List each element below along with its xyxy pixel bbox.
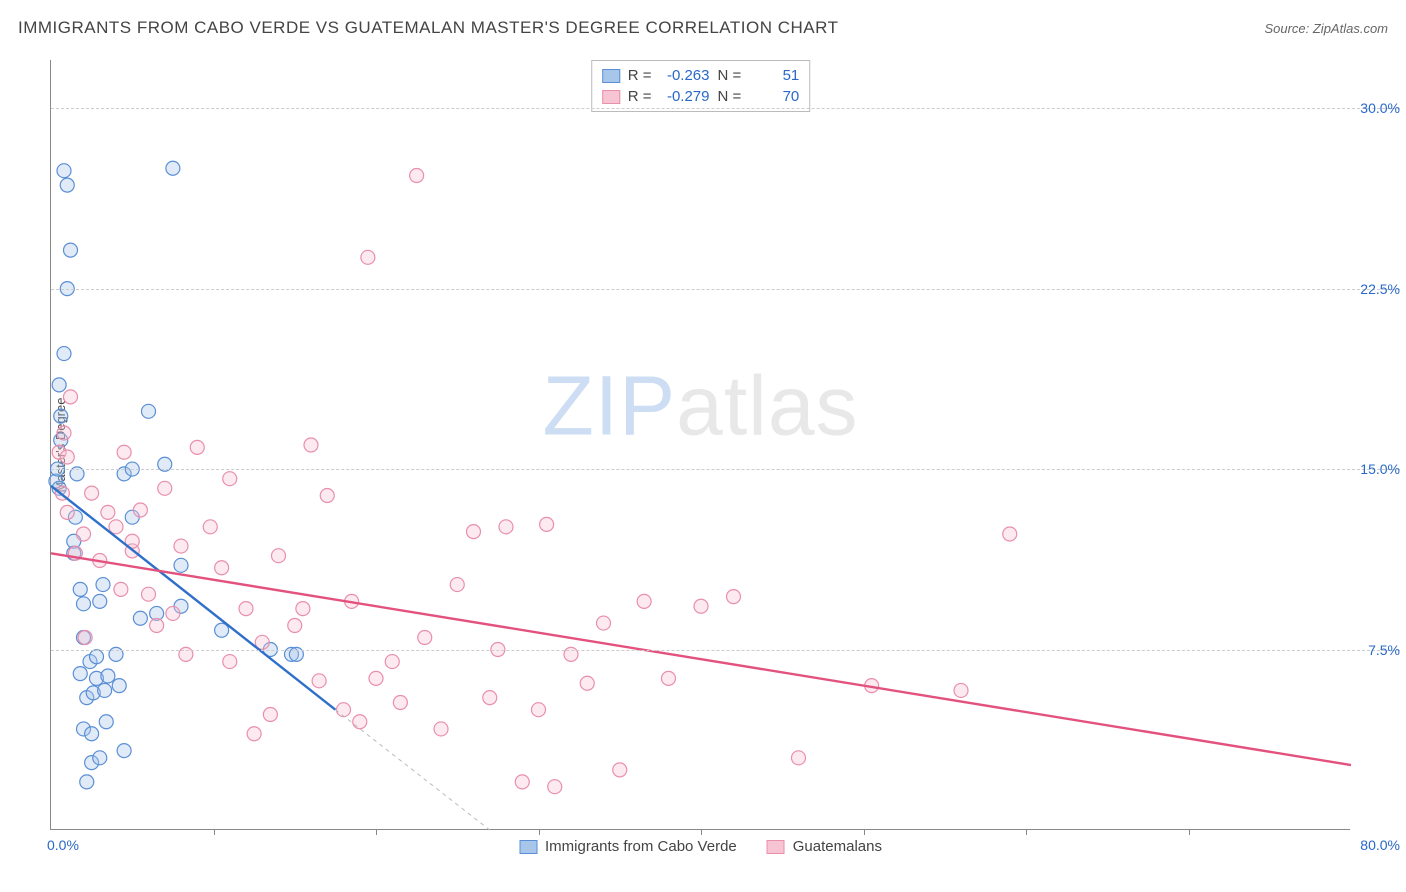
ytick-label: 15.0% (1352, 461, 1400, 477)
xtick (1026, 829, 1027, 835)
legend-label-1: Guatemalans (793, 838, 882, 855)
legend-swatch-1 (767, 840, 785, 854)
ytick-label: 7.5% (1352, 642, 1400, 658)
stats-R-0: -0.263 (660, 67, 710, 84)
stats-swatch-0 (602, 69, 620, 83)
stats-N-0: 51 (749, 67, 799, 84)
xtick (701, 829, 702, 835)
chart-header: IMMIGRANTS FROM CABO VERDE VS GUATEMALAN… (18, 18, 1388, 38)
stats-N-1: 70 (749, 88, 799, 105)
x-axis-min-label: 0.0% (47, 837, 79, 853)
legend-swatch-0 (519, 840, 537, 854)
legend-item-0: Immigrants from Cabo Verde (519, 838, 737, 855)
stats-row-series-1: R = -0.279 N = 70 (602, 86, 800, 107)
ytick-label: 30.0% (1352, 100, 1400, 116)
xtick (376, 829, 377, 835)
stats-legend-box: R = -0.263 N = 51 R = -0.279 N = 70 (591, 60, 811, 112)
legend-label-0: Immigrants from Cabo Verde (545, 838, 737, 855)
stats-swatch-1 (602, 90, 620, 104)
source-attribution: Source: ZipAtlas.com (1264, 21, 1388, 36)
gridline-h (51, 289, 1400, 290)
x-axis-max-label: 80.0% (1360, 837, 1400, 853)
ytick-label: 22.5% (1352, 281, 1400, 297)
gridline-h (51, 469, 1400, 470)
xtick (1189, 829, 1190, 835)
scatter-chart: ZIPatlas Master's Degree R = -0.263 N = … (50, 60, 1350, 830)
xtick (539, 829, 540, 835)
gridline-h (51, 108, 1400, 109)
xtick (864, 829, 865, 835)
legend-item-1: Guatemalans (767, 838, 882, 855)
xtick (214, 829, 215, 835)
legend: Immigrants from Cabo Verde Guatemalans (519, 838, 882, 855)
plot-svg (51, 60, 1350, 829)
stats-R-1: -0.279 (660, 88, 710, 105)
stats-row-series-0: R = -0.263 N = 51 (602, 65, 800, 86)
chart-title: IMMIGRANTS FROM CABO VERDE VS GUATEMALAN… (18, 18, 838, 38)
gridline-h (51, 650, 1400, 651)
